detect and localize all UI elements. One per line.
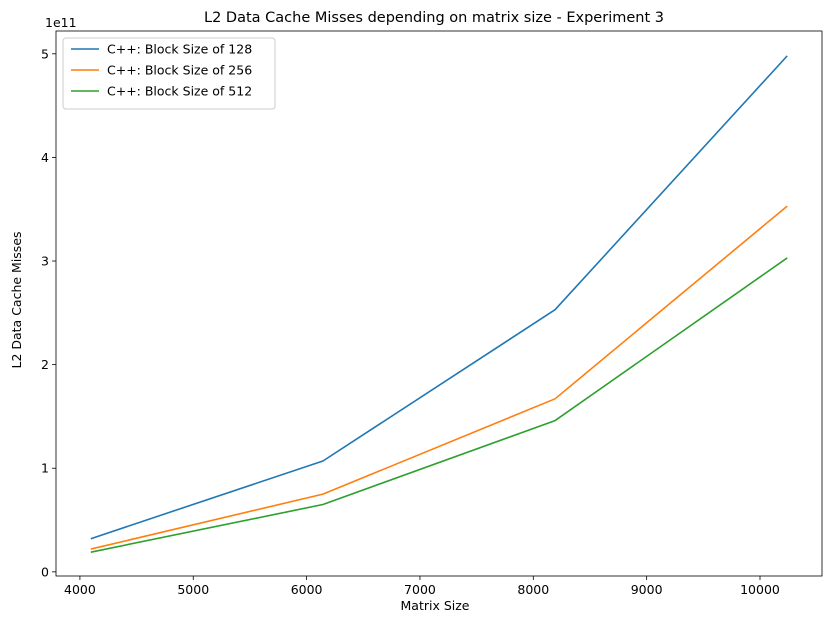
y-tick-label: 2 bbox=[41, 357, 49, 372]
y-tick-label: 0 bbox=[41, 564, 49, 579]
series-line-1 bbox=[90, 55, 788, 540]
y-axis-label: L2 Data Cache Misses bbox=[9, 231, 24, 368]
series-line-2 bbox=[90, 205, 788, 550]
chart-title: L2 Data Cache Misses depending on matrix… bbox=[204, 10, 664, 26]
legend-box bbox=[62, 37, 276, 110]
x-tick-label: 6000 bbox=[291, 582, 323, 597]
x-tick-label: 8000 bbox=[517, 582, 549, 597]
x-axis-label: Matrix Size bbox=[401, 598, 470, 613]
plot-area: 4000 5000 6000 7000 8000 9000 10000 0 1 2 3 4 5 C++: … bbox=[41, 30, 823, 597]
legend-entry-2: C++: Block Size of 256 bbox=[107, 63, 252, 78]
y-tick-label: 3 bbox=[41, 254, 49, 269]
y-tick-label: 5 bbox=[41, 46, 49, 61]
series-line-3 bbox=[90, 257, 788, 553]
y-tick-label: 4 bbox=[41, 150, 49, 165]
y-offset-label: 1e11 bbox=[45, 15, 77, 30]
plot-frame bbox=[55, 30, 823, 577]
x-tick-label: 10000 bbox=[740, 582, 780, 597]
legend-entry-3: C++: Block Size of 512 bbox=[107, 84, 252, 99]
y-tick-label: 1 bbox=[41, 461, 49, 476]
x-tick-label: 4000 bbox=[64, 582, 96, 597]
x-tick-label: 7000 bbox=[404, 582, 436, 597]
x-tick-label: 5000 bbox=[177, 582, 209, 597]
x-tick-label: 9000 bbox=[631, 582, 663, 597]
legend-entry-1: C++: Block Size of 128 bbox=[107, 42, 252, 57]
